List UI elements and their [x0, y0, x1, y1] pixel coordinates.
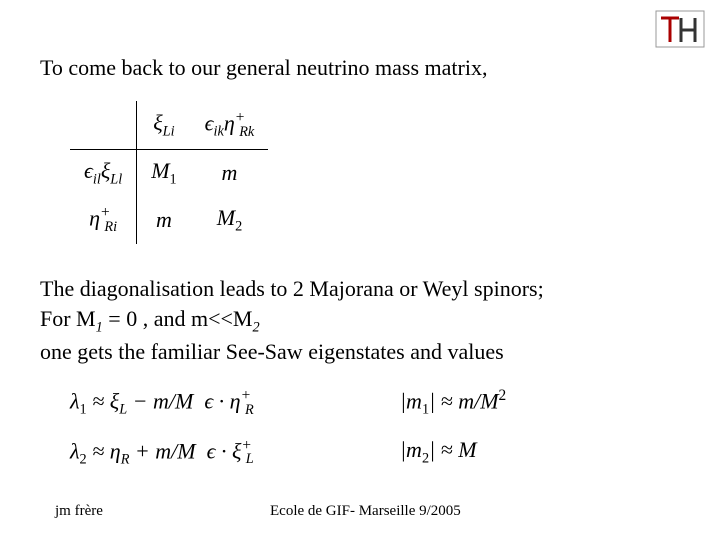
- matrix-cell-11: M1: [137, 149, 191, 196]
- matrix-col-header-2: ϵikη+Rk: [191, 101, 269, 149]
- matrix-col-header-1: ξLi: [137, 101, 191, 149]
- intro-text: To come back to our general neutrino mas…: [40, 55, 680, 81]
- eq-2-left: λ2 ≈ ηR + m/M ϵ · ξ+L: [70, 437, 370, 469]
- matrix-cell-21: m: [137, 196, 191, 244]
- equations-block: λ1 ≈ ξL − m/M ϵ · η+R |m1| ≈ m/M2 λ2 ≈ η…: [70, 387, 680, 468]
- matrix-row-header-1: ϵilξLl: [70, 149, 137, 196]
- footer: jm frère Ecole de GIF- Marseille 9/2005: [0, 503, 720, 520]
- eq-1-left: λ1 ≈ ξL − m/M ϵ · η+R: [70, 387, 370, 419]
- matrix-cell-22: M2: [191, 196, 269, 244]
- body-text: The diagonalisation leads to 2 Majorana …: [40, 274, 680, 367]
- mass-matrix: ξLi ϵikη+Rk ϵilξLl M1 m η+Ri m M2: [70, 101, 680, 244]
- footer-author: jm frère: [55, 503, 255, 520]
- footer-venue: Ecole de GIF- Marseille 9/2005: [270, 503, 461, 520]
- matrix-row-header-2: η+Ri: [70, 196, 137, 244]
- matrix-cell-12: m: [191, 149, 269, 196]
- body-line-1: The diagonalisation leads to 2 Majorana …: [40, 274, 680, 304]
- eq-1-right: |m1| ≈ m/M2: [400, 387, 506, 419]
- logo: [655, 10, 705, 48]
- body-line-3: one gets the familiar See-Saw eigenstate…: [40, 337, 680, 367]
- eq-2-right: |m2| ≈ M: [400, 437, 477, 467]
- body-line-2: For M1 = 0 , and m<<M2: [40, 304, 680, 338]
